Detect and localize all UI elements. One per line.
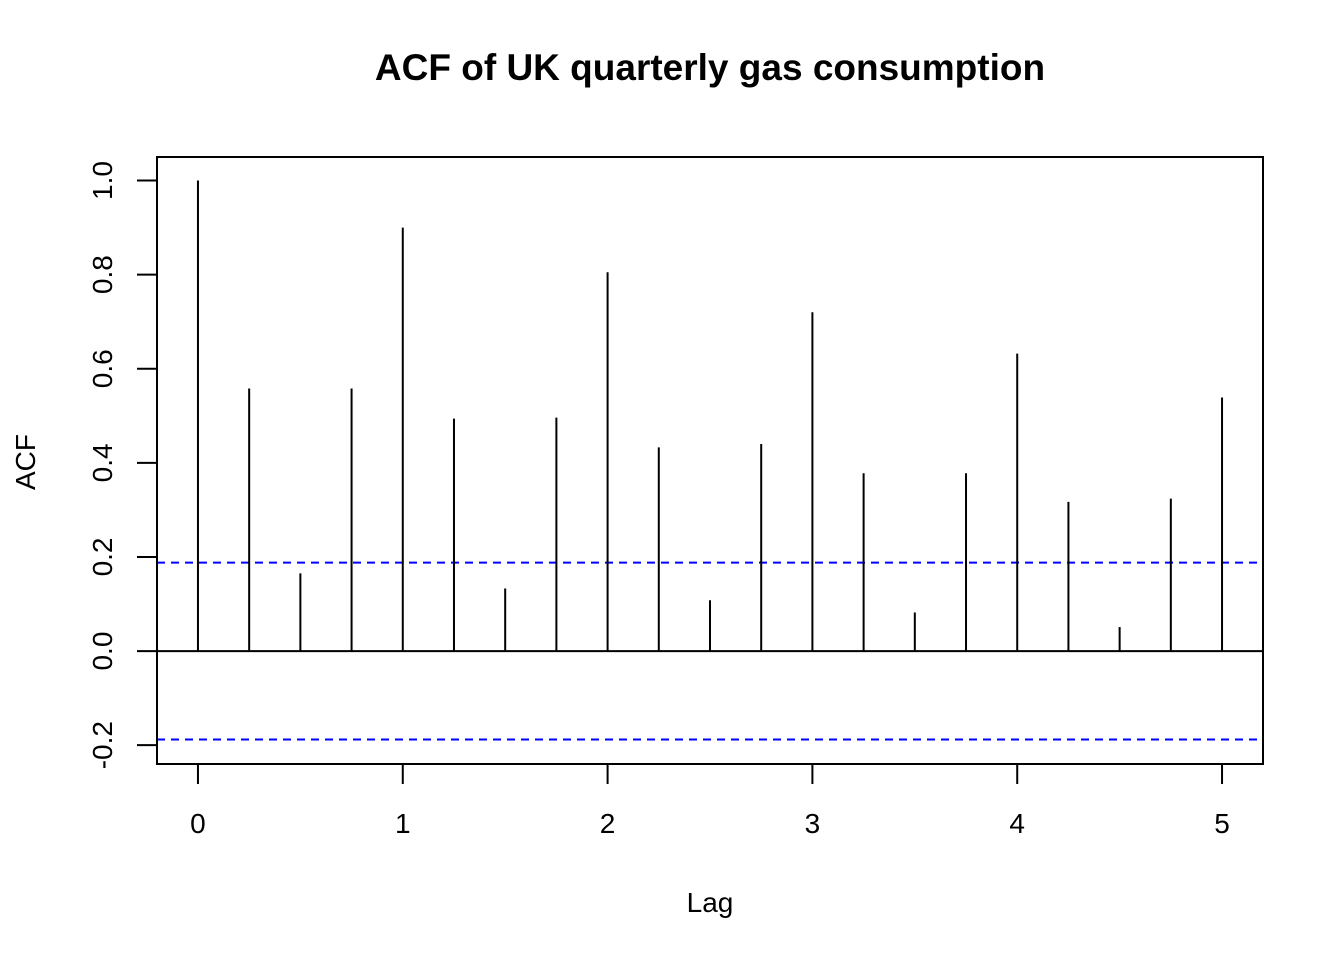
x-tick-label: 1 (395, 808, 411, 839)
x-tick-label: 3 (805, 808, 821, 839)
x-tick-label: 2 (600, 808, 616, 839)
x-axis-label: Lag (687, 887, 734, 918)
x-tick-label: 4 (1009, 808, 1025, 839)
y-tick-label: 0.4 (87, 443, 118, 482)
y-tick-label: 0.2 (87, 537, 118, 576)
x-tick-label: 0 (190, 808, 206, 839)
y-tick-label: 0.0 (87, 632, 118, 671)
y-tick-label: 0.6 (87, 349, 118, 388)
y-tick-label: 1.0 (87, 161, 118, 200)
plot-marks: 0 1 2 3 4 5 -0.2 0.0 0.2 0.4 0.6 0.8 1.0 (87, 161, 1263, 839)
y-tick-label: -0.2 (87, 721, 118, 769)
y-tick-label: 0.8 (87, 255, 118, 294)
chart-title: ACF of UK quarterly gas consumption (375, 47, 1045, 88)
y-axis-label: ACF (10, 434, 41, 490)
plot-frame (156, 156, 1264, 765)
x-tick-label: 5 (1214, 808, 1230, 839)
